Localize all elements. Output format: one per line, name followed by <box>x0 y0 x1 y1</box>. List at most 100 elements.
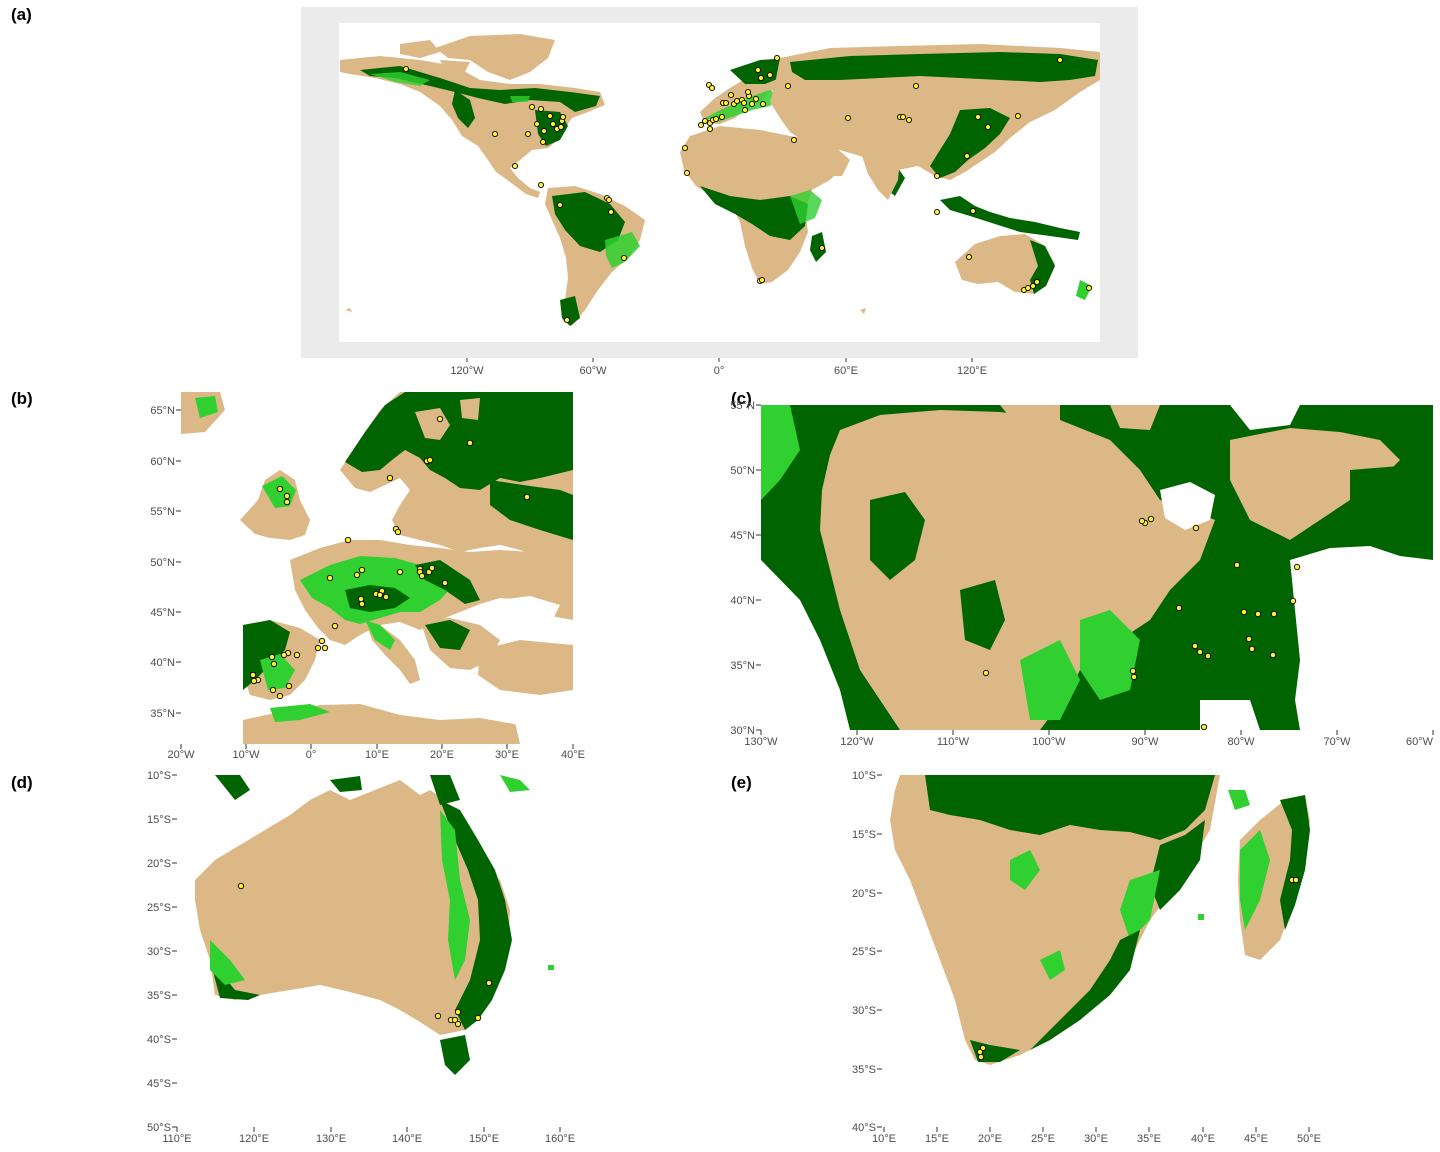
rockies-forest <box>870 492 925 580</box>
occurrence-point <box>790 136 798 144</box>
occurrence-point <box>982 669 990 677</box>
occurrence-point <box>466 439 474 447</box>
occurrence-point <box>963 152 971 160</box>
panel-c-x-tick: 90°W <box>1131 736 1159 748</box>
mozambique-forest <box>1150 820 1205 910</box>
mozambique-forest-light <box>1120 870 1160 940</box>
panel-e-y-tick: 35°S <box>852 1064 876 1076</box>
panel-e-x-tick: 45°E <box>1244 1133 1268 1145</box>
panel-c-x-tick: 130°W <box>744 736 778 748</box>
occurrence-point <box>533 120 541 128</box>
panel-b-y-tick: 55°N <box>150 506 175 518</box>
occurrence-point <box>436 415 444 423</box>
arabia-land <box>790 136 850 176</box>
occurrence-point <box>454 1008 462 1016</box>
occurrence-point <box>977 1053 985 1061</box>
occurrence-point <box>1270 610 1278 618</box>
occurrence-point <box>540 127 548 135</box>
drakensberg-forest <box>1030 930 1140 1050</box>
panel-b-x-tick: 30°E <box>495 749 519 761</box>
panel-e-y-tick: 30°S <box>852 1005 876 1017</box>
hudson-bay <box>1230 405 1300 430</box>
panel-e-y-tick: 20°S <box>852 888 876 900</box>
pacific-ocean <box>761 560 850 730</box>
panel-d-axes: 10°S 15°S 20°S 25°S 30°S 35°S 40°S 45°S … <box>147 770 575 1145</box>
panel-a-x-tick: 0° <box>714 365 725 377</box>
europe-forest-light <box>705 90 780 122</box>
occurrence-point <box>358 566 366 574</box>
east-coast-forest <box>440 800 512 1030</box>
occurrence-point <box>759 100 767 108</box>
east-forest-light <box>440 810 470 980</box>
russia-forest <box>490 480 573 540</box>
occurrence-point <box>757 74 765 82</box>
panel-b-y-tick: 35°N <box>150 708 175 720</box>
occurrence-point <box>491 130 499 138</box>
panel-e-y-tick: 15°S <box>852 829 876 841</box>
occurrence-point <box>697 121 705 129</box>
occurrence-point <box>280 651 288 659</box>
occurrence-point <box>326 574 334 582</box>
panel-c-occurrence-points <box>982 515 1301 731</box>
panel-e-y-tick: 25°S <box>852 946 876 958</box>
occurrence-point <box>741 106 749 114</box>
panel-d-y-tick: 15°S <box>147 814 171 826</box>
atlas-forest <box>270 704 330 722</box>
occurrence-point <box>1269 651 1277 659</box>
panel-d-y-tick: 25°S <box>147 902 171 914</box>
occurrence-point <box>285 682 293 690</box>
panel-e-x-tick: 25°E <box>1031 1133 1055 1145</box>
occurrence-point <box>318 637 326 645</box>
panel-d-letter: (d) <box>11 773 33 792</box>
panel-a-letter: (a) <box>11 5 32 24</box>
occurrence-point <box>557 123 565 131</box>
occurrence-point <box>1085 284 1093 292</box>
panel-d-y-tick: 35°S <box>147 990 171 1002</box>
panel-d-x-tick: 140°E <box>392 1133 422 1145</box>
panel-c-x-tick: 120°W <box>840 736 874 748</box>
occurrence-point <box>708 84 716 92</box>
occurrence-point <box>559 113 567 121</box>
panel-d-y-tick: 45°S <box>147 1078 171 1090</box>
southwest-forest <box>960 580 1005 650</box>
occurrence-point <box>766 71 774 79</box>
panel-c-x-tick: 70°W <box>1323 736 1351 748</box>
occurrence-point <box>1129 667 1137 675</box>
panel-e-southern-africa-map: 10°S 15°S 20°S 25°S 30°S 35°S 40°S 10°E … <box>852 770 1321 1145</box>
occurrence-point <box>358 600 366 608</box>
occurrence-point <box>1254 610 1262 618</box>
panel-b-x-tick: 0° <box>306 749 317 761</box>
southwest-forest <box>210 960 260 1000</box>
occurrence-point <box>396 568 404 576</box>
occurrence-point <box>1024 284 1032 292</box>
panel-e-occurrence-points <box>976 876 1300 1061</box>
occurrence-point <box>784 82 792 90</box>
southwest-forest-light <box>210 940 245 985</box>
panel-c-axes: 55°N 50°N 45°N 40°N 35°N 30°N 130°W 120°… <box>730 400 1433 748</box>
occurrence-point <box>1248 645 1256 653</box>
occurrence-point <box>523 493 531 501</box>
top-end-forest <box>215 775 362 800</box>
occurrence-point <box>1292 876 1300 884</box>
panel-d-y-tick: 30°S <box>147 946 171 958</box>
madagascar-forest <box>1280 795 1310 930</box>
panel-b-europe-map: 65°N 60°N 55°N 50°N 45°N 40°N 35°N 20°W … <box>150 392 585 761</box>
occurrence-point <box>733 97 741 105</box>
occurrence-point <box>748 100 756 108</box>
turkey-land <box>478 640 573 695</box>
panel-c-y-tick: 40°N <box>730 595 755 607</box>
occurrence-point <box>1245 635 1253 643</box>
occurrence-point <box>418 572 426 580</box>
texas-forest-light <box>1020 640 1080 720</box>
indonesia-forest <box>940 196 1080 240</box>
occurrence-point <box>1289 597 1297 605</box>
lord-howe-forest <box>548 965 554 970</box>
panel-d-x-tick: 120°E <box>239 1133 269 1145</box>
miombo-forest <box>925 775 1215 840</box>
panel-b-y-tick: 50°N <box>150 557 175 569</box>
madagascar-west-forest-light <box>1240 830 1270 930</box>
occurrence-point <box>293 651 301 659</box>
occurrence-point <box>1056 56 1064 64</box>
italy-forest-light <box>365 620 395 650</box>
panel-d-x-tick: 130°E <box>316 1133 346 1145</box>
